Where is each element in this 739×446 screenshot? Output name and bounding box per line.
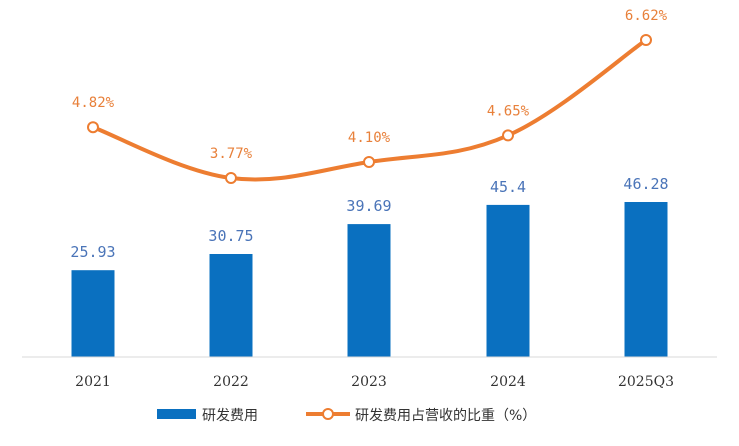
ratio-marker-2023 — [363, 156, 375, 168]
legend-line-label: 研发费用占营收的比重（%） — [355, 408, 536, 424]
ratio-value-label-2021: 4.82% — [72, 95, 115, 111]
bar-value-label-2023: 39.69 — [346, 197, 391, 215]
ratio-marker-2024 — [502, 129, 514, 142]
bar-2021 — [71, 270, 115, 357]
bar-2025Q3 — [624, 202, 668, 357]
legend-bar-label: 研发费用 — [202, 408, 258, 424]
bar-2022 — [209, 254, 253, 357]
bar-value-label-2022: 30.75 — [208, 227, 253, 245]
bars-layer — [71, 202, 668, 357]
bar-value-label-2025Q3: 46.28 — [623, 175, 668, 193]
ratio-marker-2021 — [87, 121, 99, 134]
bar-value-label-2021: 25.93 — [70, 243, 115, 261]
ratio-value-label-2024: 4.65% — [487, 103, 530, 119]
legend-bar-swatch — [157, 409, 196, 419]
line-layer — [87, 34, 652, 184]
ratio-value-label-2023: 4.10% — [348, 130, 391, 146]
ratio-value-label-2025Q3: 6.62% — [625, 8, 668, 24]
bar-value-label-2024: 45.4 — [490, 178, 526, 196]
x-ticks: 2021 2022 2023 2024 2025Q3 — [75, 374, 674, 390]
x-tick-2025Q3: 2025Q3 — [618, 374, 674, 390]
ratio-value-label-2022: 3.77% — [210, 146, 253, 162]
x-tick-2024: 2024 — [490, 374, 526, 390]
x-tick-2022: 2022 — [213, 374, 249, 390]
x-tick-2023: 2023 — [351, 374, 387, 390]
x-tick-2021: 2021 — [75, 374, 111, 390]
bar-2023 — [347, 224, 391, 357]
legend-line-marker — [322, 408, 334, 420]
bar-2024 — [486, 204, 530, 357]
ratio-marker-2022 — [225, 172, 237, 184]
labels-layer: 25.93 30.75 39.69 45.4 46.28 4.82% 3.77% 4.10% 4… — [70, 8, 668, 261]
legend: 研发费用 研发费用占营收的比重（%） — [157, 408, 536, 424]
ratio-marker-2025Q3 — [640, 34, 652, 46]
